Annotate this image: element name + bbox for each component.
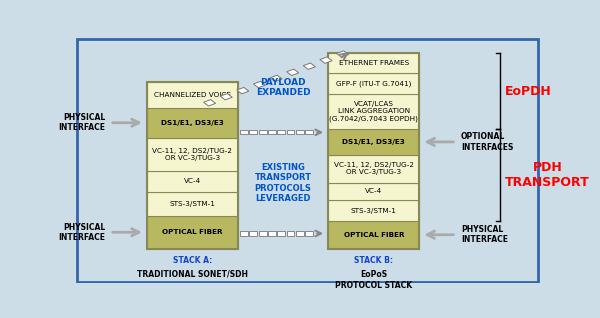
Bar (240, 232, 248, 236)
Bar (259, 130, 266, 135)
Text: VCAT/LCAS
LINK AGGREGATION
(G.7042/G.7043 EOPDH): VCAT/LCAS LINK AGGREGATION (G.7042/G.704… (329, 101, 418, 121)
Bar (250, 130, 257, 135)
Bar (320, 57, 332, 63)
Text: VC-11, 12, DS2/TUG-2
OR VC-3/TUG-3: VC-11, 12, DS2/TUG-2 OR VC-3/TUG-3 (334, 162, 414, 175)
Bar (328, 129, 419, 155)
Bar (328, 53, 419, 249)
Bar (250, 232, 257, 236)
Text: PHYSICAL
INTERFACE: PHYSICAL INTERFACE (461, 225, 508, 245)
Bar (277, 130, 285, 135)
Text: PHYSICAL
INTERFACE: PHYSICAL INTERFACE (58, 113, 105, 132)
Bar (328, 200, 419, 221)
Text: EoPoS: EoPoS (360, 270, 388, 279)
Text: EoPDH: EoPDH (505, 85, 552, 98)
Bar (305, 232, 313, 236)
Bar (237, 87, 249, 94)
Text: DS1/E1, DS3/E3: DS1/E1, DS3/E3 (161, 120, 224, 126)
Bar (270, 75, 282, 82)
Text: PROTOCOL STACK: PROTOCOL STACK (335, 280, 412, 290)
Bar (287, 69, 299, 75)
Bar (240, 130, 248, 135)
Text: EXISTING
TRANSPORT
PROTOCOLS
LEVERAGED: EXISTING TRANSPORT PROTOCOLS LEVERAGED (254, 163, 311, 203)
Text: OPTIONAL
INTERFACES: OPTIONAL INTERFACES (461, 132, 514, 152)
Bar (328, 155, 419, 183)
Text: OPTICAL FIBER: OPTICAL FIBER (162, 229, 223, 235)
Bar (147, 108, 238, 138)
Bar (296, 130, 304, 135)
Bar (287, 130, 295, 135)
Text: PAYLOAD
EXPANDED: PAYLOAD EXPANDED (256, 78, 310, 97)
Text: VC-4: VC-4 (365, 189, 382, 195)
Bar (287, 232, 295, 236)
Bar (328, 73, 419, 93)
Bar (253, 81, 266, 88)
Bar (147, 138, 238, 171)
Text: STS-3/STM-1: STS-3/STM-1 (169, 201, 215, 207)
Text: STS-3/STM-1: STS-3/STM-1 (351, 208, 397, 214)
Bar (203, 100, 215, 106)
FancyBboxPatch shape (77, 39, 538, 282)
Bar (277, 232, 285, 236)
Bar (303, 63, 316, 69)
Text: TRADITIONAL SONET/SDH: TRADITIONAL SONET/SDH (137, 270, 248, 279)
Text: GFP-F (ITU-T G.7041): GFP-F (ITU-T G.7041) (336, 80, 412, 86)
Bar (305, 130, 313, 135)
Text: CHANNELIZED VOICE: CHANNELIZED VOICE (154, 92, 231, 98)
Text: STACK B:: STACK B: (354, 256, 393, 265)
Bar (328, 53, 419, 73)
Bar (268, 232, 276, 236)
Bar (220, 93, 232, 100)
Bar (259, 232, 266, 236)
Text: OPTICAL FIBER: OPTICAL FIBER (344, 232, 404, 238)
Bar (328, 221, 419, 249)
Bar (147, 216, 238, 249)
Text: ETHERNET FRAMES: ETHERNET FRAMES (338, 60, 409, 66)
Bar (147, 171, 238, 192)
Text: VC-4: VC-4 (184, 178, 201, 184)
Bar (147, 192, 238, 216)
Text: DS1/E1, DS3/E3: DS1/E1, DS3/E3 (343, 139, 405, 145)
Text: PHYSICAL
INTERFACE: PHYSICAL INTERFACE (58, 223, 105, 242)
Text: VC-11, 12, DS2/TUG-2
OR VC-3/TUG-3: VC-11, 12, DS2/TUG-2 OR VC-3/TUG-3 (152, 148, 232, 161)
Bar (337, 51, 349, 57)
Text: STACK A:: STACK A: (173, 256, 212, 265)
Bar (328, 183, 419, 200)
Bar (268, 130, 276, 135)
Bar (296, 232, 304, 236)
Bar (328, 93, 419, 129)
Bar (147, 82, 238, 108)
Bar (147, 82, 238, 249)
Text: PDH
TRANSPORT: PDH TRANSPORT (505, 161, 590, 189)
